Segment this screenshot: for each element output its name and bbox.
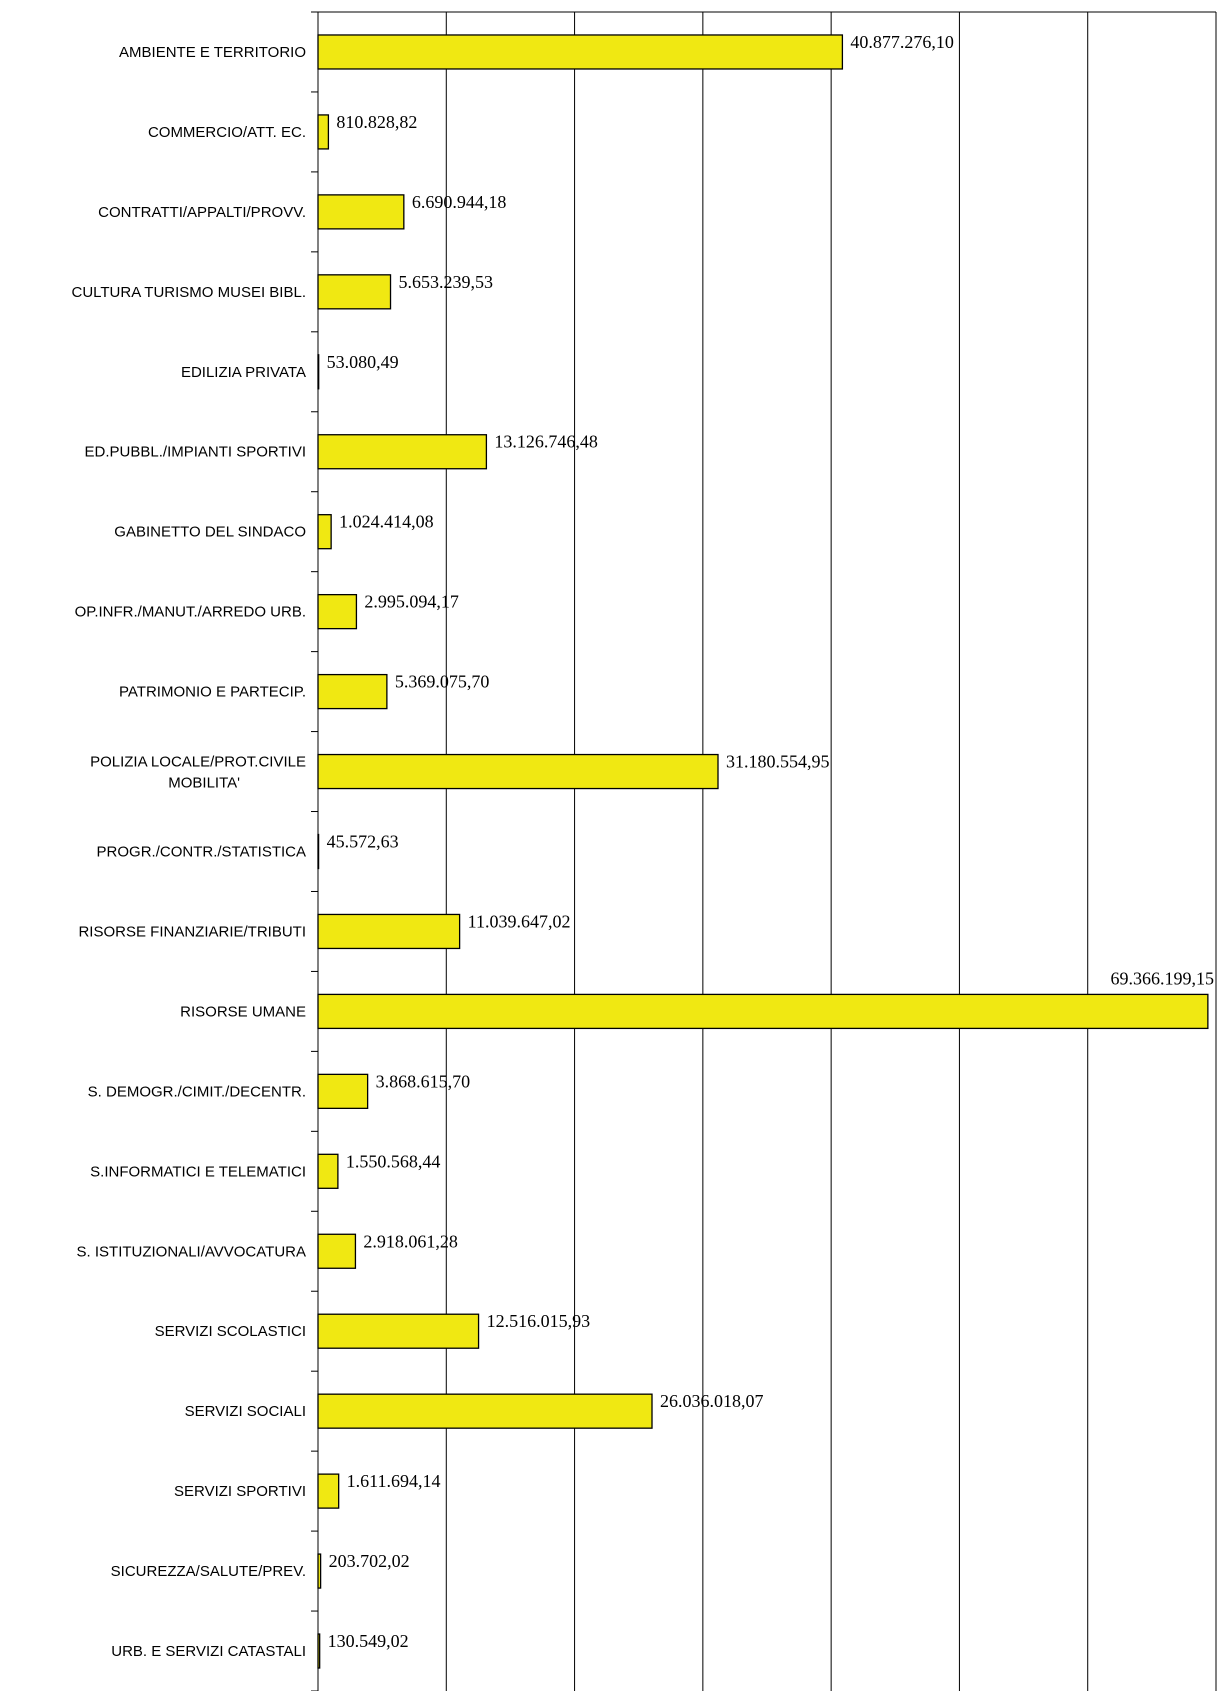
label-layer: AMBIENTE E TERRITORIO 40.877.276,10 COMMER… bbox=[72, 32, 1215, 1660]
bar bbox=[317, 593, 358, 630]
bar-layer bbox=[317, 34, 1209, 1669]
value-label: 26.036.018,07 bbox=[660, 1391, 764, 1411]
category-label: EDILIZIA PRIVATA bbox=[181, 364, 306, 381]
bar bbox=[317, 34, 844, 70]
bar bbox=[317, 354, 320, 390]
bar bbox=[317, 833, 320, 870]
category-label: S. DEMOGR./CIMIT./DECENTR. bbox=[88, 1083, 306, 1100]
category-label: S.INFORMATICI E TELEMATICI bbox=[90, 1163, 306, 1180]
category-label: SICUREZZA/SALUTE/PREV. bbox=[111, 1563, 306, 1580]
bar bbox=[317, 1313, 480, 1349]
bar bbox=[317, 913, 461, 950]
category-label: S. ISTITUZIONALI/AVVOCATURA bbox=[77, 1243, 306, 1260]
bar bbox=[317, 194, 405, 230]
category-label: SERVIZI SPORTIVI bbox=[174, 1483, 306, 1500]
category-label: COMMERCIO/ATT. EC. bbox=[148, 124, 306, 141]
value-label: 6.690.944,18 bbox=[412, 192, 507, 212]
bar bbox=[317, 1153, 339, 1189]
value-label: 13.126.746,48 bbox=[494, 432, 598, 452]
bar bbox=[317, 1633, 321, 1669]
bar bbox=[317, 274, 392, 310]
bar bbox=[317, 1473, 340, 1509]
bar bbox=[317, 434, 488, 470]
value-label: 2.995.094,17 bbox=[364, 592, 459, 612]
value-label: 53.080,49 bbox=[327, 352, 399, 372]
category-label: PROGR./CONTR./STATISTICA bbox=[97, 844, 306, 861]
value-label: 11.039.647,02 bbox=[468, 911, 571, 931]
value-label: 3.868.615,70 bbox=[376, 1071, 471, 1091]
bar bbox=[317, 1233, 357, 1269]
value-label: 12.516.015,93 bbox=[487, 1311, 591, 1331]
value-label: 5.653.239,53 bbox=[399, 272, 494, 292]
bar bbox=[317, 1393, 653, 1429]
category-label: RISORSE UMANE bbox=[180, 1003, 306, 1020]
category-label: CULTURA TURISMO MUSEI BIBL. bbox=[72, 284, 307, 301]
value-label: 45.572,63 bbox=[327, 832, 399, 852]
bar bbox=[317, 1553, 322, 1589]
value-label: 130.549,02 bbox=[328, 1631, 409, 1651]
category-label: SERVIZI SOCIALI bbox=[185, 1403, 306, 1420]
value-label: 1.550.568,44 bbox=[346, 1151, 441, 1171]
category-label: OP.INFR./MANUT./ARREDO URB. bbox=[75, 604, 306, 621]
grid-layer bbox=[445, 12, 1217, 1691]
bar bbox=[317, 514, 332, 550]
value-label: 1.611.694,14 bbox=[347, 1471, 441, 1491]
category-label: AMBIENTE E TERRITORIO bbox=[119, 44, 306, 61]
category-label: POLIZIA LOCALE/PROT.CIVILE MOBILITA' bbox=[90, 754, 306, 792]
value-label: 810.828,82 bbox=[336, 112, 417, 132]
category-label: ED.PUBBL./IMPIANTI SPORTIVI bbox=[85, 444, 306, 461]
bar bbox=[317, 753, 719, 790]
category-label: CONTRATTI/APPALTI/PROVV. bbox=[98, 204, 306, 221]
value-label: 1.024.414,08 bbox=[339, 512, 434, 532]
bar bbox=[317, 114, 330, 150]
bar bbox=[317, 993, 1209, 1030]
value-label: 5.369.075,70 bbox=[395, 672, 490, 692]
category-label: RISORSE FINANZIARIE/TRIBUTI bbox=[78, 923, 306, 940]
bar bbox=[317, 673, 388, 710]
category-label: PATRIMONIO E PARTECIP. bbox=[119, 684, 306, 701]
bar bbox=[317, 1073, 369, 1110]
category-label: SERVIZI SCOLASTICI bbox=[155, 1323, 306, 1340]
category-label: URB. E SERVIZI CATASTALI bbox=[111, 1643, 306, 1660]
value-label: 69.366.199,15 bbox=[1111, 968, 1215, 988]
value-label: 2.918.061,28 bbox=[363, 1231, 458, 1251]
category-label: GABINETTO DEL SINDACO bbox=[114, 524, 306, 541]
value-label: 40.877.276,10 bbox=[850, 32, 954, 52]
value-label: 203.702,02 bbox=[329, 1551, 410, 1571]
value-label: 31.180.554,95 bbox=[726, 752, 830, 772]
